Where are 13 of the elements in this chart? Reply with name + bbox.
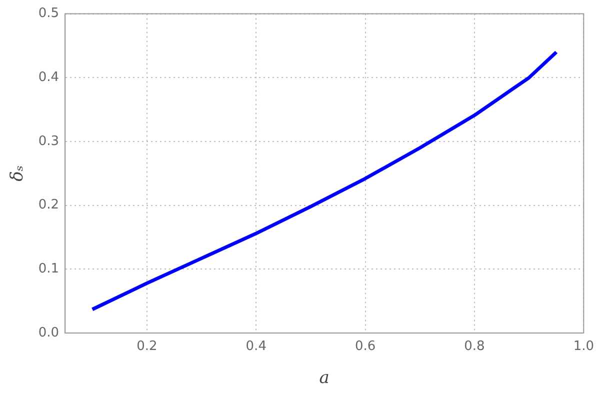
x-tick-label: 1.0 [573,339,594,354]
x-tick-label: 0.4 [246,339,266,354]
x-axis-title: a [319,368,330,388]
x-tick-label: 0.8 [464,339,485,354]
y-tick-label: 0.5 [38,6,60,22]
y-tick-label: 0.2 [38,198,60,213]
y-tick-label: 0.1 [38,262,60,277]
y-tick-label: 0.3 [38,134,60,149]
x-tick-label: 0.2 [136,339,158,354]
y-tick-label: 0.0 [38,325,60,340]
y-tick-label: 0.4 [38,70,60,86]
x-tick-label: 0.6 [354,339,376,354]
y-axis-title: δₛ [8,165,28,182]
